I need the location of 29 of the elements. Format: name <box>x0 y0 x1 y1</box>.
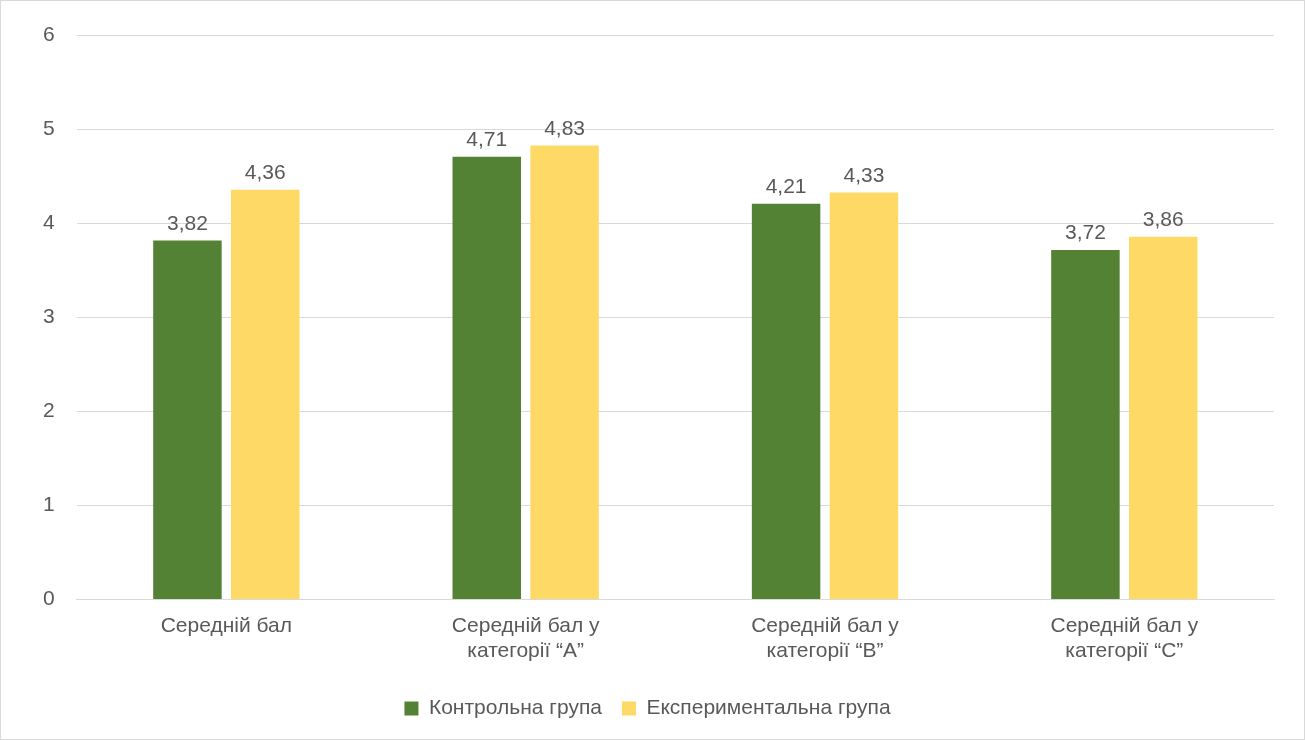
bar <box>829 192 899 600</box>
x-tick-label: Середній бал у категорії “B” <box>751 613 900 662</box>
data-label: 3,72 <box>1064 220 1106 244</box>
y-tick-label: 3 <box>42 304 55 328</box>
y-tick-label: 6 <box>42 22 55 46</box>
bar <box>751 203 821 600</box>
x-tick-label: Середній бал у категорії “C” <box>1050 613 1199 662</box>
data-label: 4,71 <box>466 127 508 151</box>
x-tick-label: Середній бал у категорії “A” <box>451 613 600 662</box>
bar <box>452 156 522 600</box>
x-tick-label: Середній бал <box>160 613 292 636</box>
data-label: 3,82 <box>166 210 208 234</box>
y-tick-label: 5 <box>42 116 55 140</box>
bar <box>1129 236 1198 600</box>
y-tick-label: 1 <box>42 492 55 516</box>
legend-label: Експериментальна група <box>646 695 891 719</box>
data-label: 4,36 <box>244 160 286 184</box>
data-label: 4,83 <box>544 115 586 139</box>
y-tick-label: 2 <box>42 398 55 422</box>
y-tick-label: 0 <box>42 586 55 610</box>
bar <box>153 240 222 600</box>
bar <box>530 145 599 600</box>
bar <box>1051 249 1120 600</box>
data-label: 4,21 <box>765 174 807 198</box>
data-label: 4,33 <box>843 162 885 186</box>
legend-label: Контрольна група <box>428 695 603 719</box>
bar <box>231 189 300 600</box>
y-tick-label: 4 <box>42 210 55 234</box>
data-label: 3,86 <box>1142 207 1184 231</box>
